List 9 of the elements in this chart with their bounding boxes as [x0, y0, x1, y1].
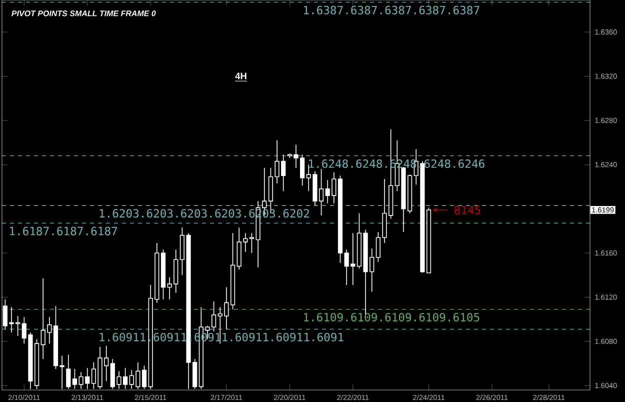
text: PIVOT POINTS SMALL TIME FRAME 0 — [12, 10, 156, 16]
candlestick — [142, 365, 147, 390]
annotation: 8145 — [454, 206, 480, 214]
candlestick — [66, 354, 71, 390]
ref-line-label: 1.6387.6387.6387.6387.6387 — [304, 6, 480, 14]
ref-line-label: 1.6109.6109.6109.6109.6105 — [304, 312, 480, 322]
candlestick — [249, 232, 254, 254]
annotation: 4H — [235, 72, 246, 80]
ref-line-label: 1.6187.6187.6187 — [10, 226, 117, 236]
